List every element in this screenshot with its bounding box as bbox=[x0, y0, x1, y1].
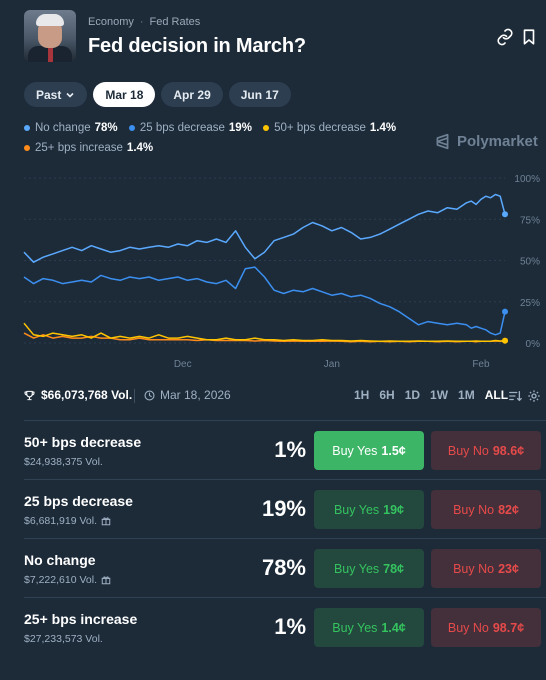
range-1w[interactable]: 1W bbox=[430, 388, 449, 402]
range-1m[interactable]: 1M bbox=[458, 388, 475, 402]
clock-icon bbox=[144, 389, 155, 401]
range-all[interactable]: ALL bbox=[484, 388, 509, 402]
buy-yes-button[interactable]: Buy Yes 1.4¢ bbox=[314, 608, 424, 647]
x-tick-label: Jan bbox=[324, 359, 340, 370]
outcome-name: No change bbox=[24, 552, 96, 568]
buy-yes-button[interactable]: Buy Yes 19¢ bbox=[314, 490, 424, 529]
legend-item-50-bps-decrease: 50+ bps decrease 1.4% bbox=[263, 118, 396, 138]
trophy-icon bbox=[24, 390, 35, 400]
y-tick-label: 50% bbox=[520, 257, 540, 268]
outcome-volume: $6,681,919 Vol. bbox=[24, 515, 111, 527]
market-header: Economy · Fed Rates Fed decision in Marc… bbox=[24, 10, 535, 66]
chart-series bbox=[23, 193, 508, 344]
outcome-row-25-bps-increase[interactable]: 25+ bps increase $27,233,573 Vol. 1% Buy… bbox=[24, 597, 546, 656]
outcome-row-50-bps-decrease[interactable]: 50+ bps decrease $24,938,375 Vol. 1% Buy… bbox=[24, 420, 546, 479]
series-line-25-bps-decrease bbox=[23, 266, 506, 336]
gift-icon bbox=[101, 576, 111, 585]
total-volume: $66,073,768 Vol. bbox=[24, 388, 132, 402]
outcome-row-no-change[interactable]: No change $7,222,610 Vol. 78% Buy Yes 78¢… bbox=[24, 538, 546, 597]
market-stats: $66,073,768 Vol. Mar 18, 2026 1H 6H 1D 1… bbox=[24, 388, 544, 406]
range-6h[interactable]: 6H bbox=[379, 388, 395, 402]
legend-item-25-bps-increase: 25+ bps increase 1.4% bbox=[24, 138, 153, 158]
outcome-probability: 1% bbox=[274, 437, 306, 462]
polymarket-icon bbox=[436, 133, 449, 150]
outcome-probability: 1% bbox=[274, 614, 306, 639]
y-tick-label: 75% bbox=[520, 215, 540, 226]
outcome-probability: 19% bbox=[261, 496, 306, 521]
market-avatar bbox=[24, 10, 76, 62]
y-axis-labels: 100% 75% 50% 25% 0% bbox=[514, 174, 540, 350]
outcome-name: 25 bps decrease bbox=[24, 493, 133, 509]
buy-no-button[interactable]: Buy No 98.7¢ bbox=[431, 608, 541, 647]
buy-no-button[interactable]: Buy No 23¢ bbox=[431, 549, 541, 588]
buy-yes-button[interactable]: Buy Yes 1.5¢ bbox=[314, 431, 424, 470]
page-title: Fed decision in March? bbox=[88, 35, 306, 57]
y-tick-label: 100% bbox=[514, 174, 540, 185]
outcome-probability: 78% bbox=[261, 555, 306, 580]
y-tick-label: 0% bbox=[526, 339, 541, 350]
legend-item-no-change: No change 78% bbox=[24, 118, 118, 138]
y-tick-label: 25% bbox=[520, 298, 540, 309]
settings-gear-icon[interactable] bbox=[527, 389, 541, 403]
breadcrumb-economy[interactable]: Economy bbox=[88, 16, 134, 28]
buy-no-button[interactable]: Buy No 82¢ bbox=[431, 490, 541, 529]
x-tick-label: Feb bbox=[472, 359, 490, 370]
tab-mar-18[interactable]: Mar 18 bbox=[93, 82, 156, 107]
outcomes-list: 50+ bps decrease $24,938,375 Vol. 1% Buy… bbox=[24, 420, 546, 656]
outcome-volume: $7,222,610 Vol. bbox=[24, 574, 111, 586]
outcome-volume: $27,233,573 Vol. bbox=[24, 633, 103, 645]
series-end-point bbox=[502, 337, 508, 344]
link-icon[interactable] bbox=[496, 28, 514, 46]
outcome-name: 50+ bps decrease bbox=[24, 434, 142, 450]
date-tabs: Past Mar 18 Apr 29 Jun 17 bbox=[24, 82, 291, 107]
sort-icon[interactable] bbox=[508, 389, 522, 403]
buy-no-button[interactable]: Buy No 98.6¢ bbox=[431, 431, 541, 470]
outcome-name: 25+ bps increase bbox=[24, 611, 138, 627]
price-history-chart[interactable]: 100% 75% 50% 25% 0% Dec Jan Feb bbox=[0, 168, 546, 376]
tab-jun-17[interactable]: Jun 17 bbox=[228, 82, 291, 107]
range-1d[interactable]: 1D bbox=[404, 388, 421, 402]
chart-legend: No change 78% 25 bps decrease 19% 50+ bps … bbox=[24, 118, 444, 158]
legend-item-25-bps-decrease: 25 bps decrease 19% bbox=[128, 118, 252, 138]
polymarket-logo: Polymarket bbox=[434, 133, 538, 150]
outcome-volume: $24,938,375 Vol. bbox=[24, 456, 103, 468]
resolution-date: Mar 18, 2026 bbox=[144, 388, 231, 402]
buy-yes-button[interactable]: Buy Yes 78¢ bbox=[314, 549, 424, 588]
series-end-point bbox=[502, 308, 508, 315]
range-1h[interactable]: 1H bbox=[354, 388, 370, 402]
series-end-point bbox=[502, 211, 508, 218]
series-line-50-bps-decrease bbox=[23, 322, 506, 343]
tab-apr-29[interactable]: Apr 29 bbox=[161, 82, 223, 107]
time-range-selector: 1H 6H 1D 1W 1M ALL bbox=[349, 388, 513, 402]
tab-past[interactable]: Past bbox=[24, 82, 88, 107]
x-tick-label: Dec bbox=[174, 359, 192, 370]
breadcrumb: Economy · Fed Rates bbox=[88, 16, 201, 28]
chevron-down-icon bbox=[66, 92, 74, 98]
bookmark-icon[interactable] bbox=[520, 28, 538, 46]
x-axis-labels: Dec Jan Feb bbox=[174, 359, 490, 370]
series-line-no-change bbox=[23, 193, 506, 263]
gift-icon bbox=[101, 517, 111, 526]
chart-gridlines bbox=[24, 177, 505, 344]
breadcrumb-fed-rates[interactable]: Fed Rates bbox=[149, 16, 201, 28]
outcome-row-25-bps-decrease[interactable]: 25 bps decrease $6,681,919 Vol. 19% Buy … bbox=[24, 479, 546, 538]
